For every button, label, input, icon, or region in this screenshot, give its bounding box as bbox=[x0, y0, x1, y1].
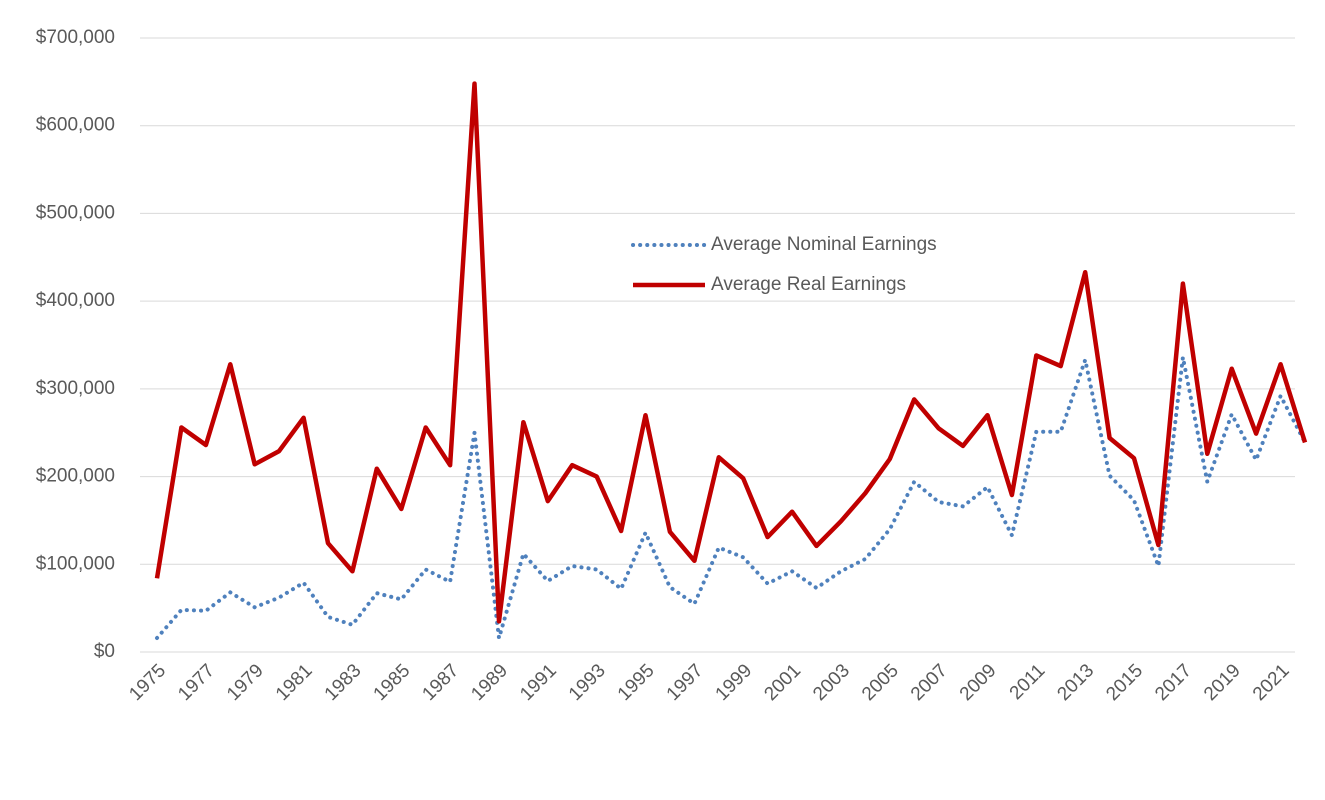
x-tick-label: 1987 bbox=[418, 660, 463, 705]
legend-label: Average Nominal Earnings bbox=[711, 234, 937, 255]
x-tick-label: 1977 bbox=[174, 660, 219, 705]
x-tick-label: 1985 bbox=[370, 660, 415, 705]
y-tick-label: $700,000 bbox=[36, 27, 115, 48]
y-tick-label: $500,000 bbox=[36, 202, 115, 223]
x-tick-label: 1983 bbox=[321, 660, 366, 705]
series-line bbox=[154, 81, 1308, 624]
y-tick-label: $400,000 bbox=[36, 290, 115, 311]
x-tick-label: 2011 bbox=[1006, 660, 1050, 704]
y-tick-label: $600,000 bbox=[36, 115, 115, 136]
x-tick-label: 2015 bbox=[1102, 660, 1147, 705]
y-tick-label: $100,000 bbox=[36, 553, 115, 574]
x-tick-label: 2005 bbox=[858, 660, 903, 705]
x-tick-label: 1995 bbox=[614, 660, 659, 705]
x-tick-label: 2021 bbox=[1249, 660, 1294, 705]
x-tick-label: 2019 bbox=[1200, 660, 1245, 705]
x-tick-label: 1979 bbox=[223, 660, 268, 705]
x-tick-label: 1981 bbox=[272, 660, 317, 705]
x-tick-label: 2001 bbox=[760, 660, 805, 705]
x-tick-label: 1993 bbox=[565, 660, 610, 705]
x-tick-label: 2009 bbox=[956, 660, 1001, 705]
x-tick-label: 2003 bbox=[809, 660, 854, 705]
x-tick-label: 1997 bbox=[663, 660, 708, 705]
x-tick-label: 1975 bbox=[125, 660, 170, 705]
x-tick-label: 1989 bbox=[467, 660, 512, 705]
legend-label: Average Real Earnings bbox=[711, 274, 906, 295]
x-tick-label: 1991 bbox=[516, 660, 561, 705]
x-tick-label: 2013 bbox=[1054, 660, 1099, 705]
x-tick-label: 2017 bbox=[1151, 660, 1196, 705]
x-tick-label: 1999 bbox=[712, 660, 757, 705]
x-tick-label: 2007 bbox=[907, 660, 952, 705]
series-line bbox=[155, 355, 1307, 640]
y-tick-label: $0 bbox=[94, 641, 115, 662]
y-tick-label: $300,000 bbox=[36, 378, 115, 399]
y-tick-label: $200,000 bbox=[36, 466, 115, 487]
